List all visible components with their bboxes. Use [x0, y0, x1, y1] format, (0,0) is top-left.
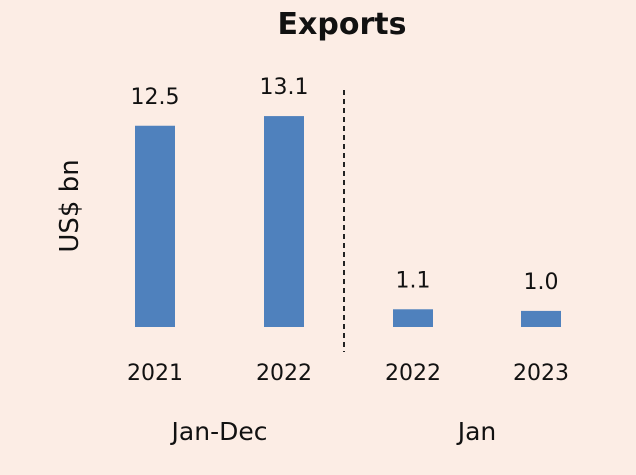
data-label-3: 1.1: [396, 268, 431, 293]
bar-4: [521, 310, 561, 327]
bar-1: [135, 125, 175, 327]
data-label-2: 13.1: [260, 75, 309, 100]
bar-2: [264, 116, 304, 327]
group-label-1: Jan-Dec: [170, 417, 268, 446]
x-tick-label-4: 2023: [513, 361, 569, 386]
y-axis-label: US$ bn: [55, 159, 85, 252]
data-label-4: 1.0: [524, 270, 559, 295]
chart-title: Exports: [278, 7, 407, 42]
x-tick-label-3: 2022: [385, 361, 441, 386]
group-label-2: Jan: [456, 417, 497, 446]
bar-3: [393, 309, 433, 327]
data-label-1: 12.5: [131, 85, 180, 110]
x-tick-label-1: 2021: [127, 361, 183, 386]
x-tick-label-2: 2022: [256, 361, 312, 386]
